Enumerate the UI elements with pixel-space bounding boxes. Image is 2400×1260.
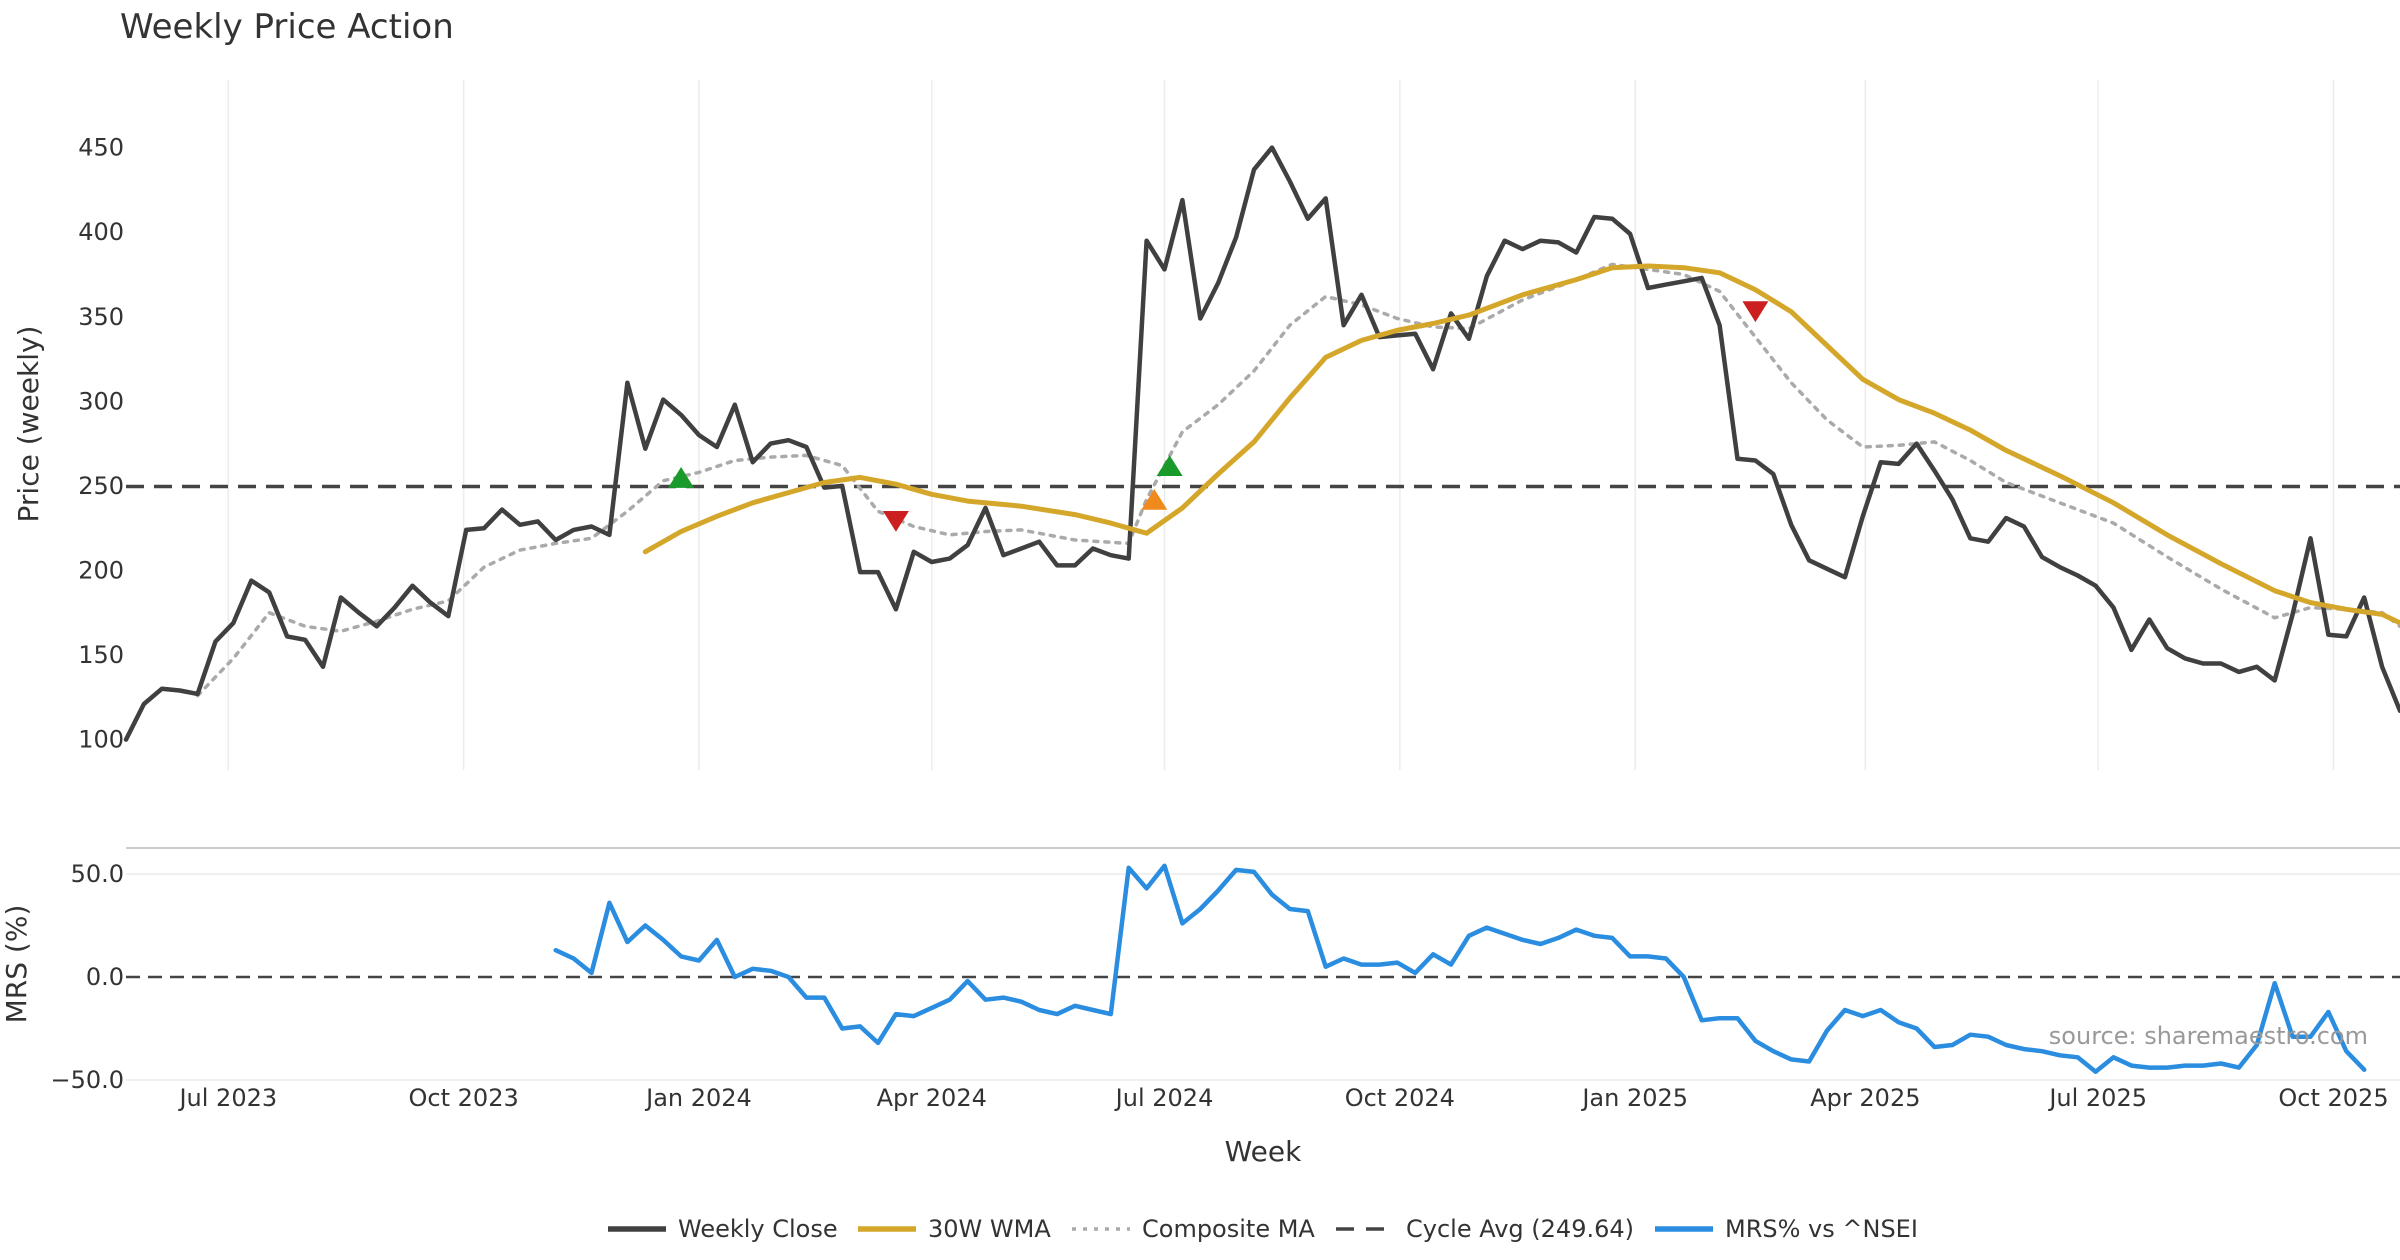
marker-buy-0 [668,467,695,488]
xtick-8: Jul 2025 [2047,1084,2147,1112]
legend-label-4: MRS% vs ^NSEI [1725,1215,1918,1243]
series-30w-wma [642,263,2400,626]
chart-title: Weekly Price Action [120,7,454,47]
x-axis-label: Week [1225,1135,1302,1168]
legend-item-2: Composite MA [1072,1215,1315,1243]
mrs-series [126,863,2400,1075]
mrs-axis-label: MRS (%) [0,905,33,1024]
mrs-y-ticks: 50.0 0.0 −50.0 [50,860,124,1094]
xtick-0: Jul 2023 [177,1084,277,1112]
marker-sell-1 [882,510,909,532]
price-ytick-450: 450 [78,134,124,162]
mrs-ytick-0: 50.0 [71,860,124,888]
price-ytick-300: 300 [78,387,124,415]
legend-item-3: Cycle Avg (249.64) [1336,1215,1634,1243]
xtick-5: Oct 2024 [1345,1084,1455,1112]
xtick-6: Jan 2025 [1580,1084,1688,1112]
legend-label-2: Composite MA [1142,1215,1315,1243]
legend: Weekly Close 30W WMA Composite MA Cycle Avg… [608,1215,1918,1243]
xtick-2: Jan 2024 [644,1084,752,1112]
xtick-7: Apr 2025 [1810,1084,1920,1112]
signal-markers [668,301,1769,532]
price-ytick-400: 400 [78,218,124,246]
xtick-3: Apr 2024 [877,1084,987,1112]
legend-item-1: 30W WMA [858,1215,1051,1243]
legend-item-0: Weekly Close [608,1215,838,1243]
price-ytick-200: 200 [78,556,124,584]
price-y-ticks: 100 150 200 250 300 350 400 450 [78,134,124,754]
legend-label-1: 30W WMA [928,1215,1051,1243]
price-ytick-350: 350 [78,303,124,331]
legend-item-4: MRS% vs ^NSEI [1655,1215,1918,1243]
marker-sell-4 [1742,301,1769,323]
series-weekly-close [123,145,2400,742]
price-series [123,145,2400,742]
mrs-horizontal-grid [126,873,2400,1081]
series-composite-ma [195,262,2400,698]
price-vertical-grid [227,80,2335,770]
legend-label-0: Weekly Close [678,1215,838,1243]
mrs-ytick-2: −50.0 [50,1066,124,1094]
x-ticks: Jul 2023 Oct 2023 Jan 2024 Apr 2024 Jul 2024… [177,1084,2388,1112]
marker-buy-3 [1156,455,1183,476]
price-ytick-100: 100 [78,726,124,754]
mrs-ytick-1: 0.0 [86,963,124,991]
marker-watch-2 [1141,489,1168,510]
price-axis-label: Price (weekly) [12,326,45,523]
xtick-9: Oct 2025 [2278,1084,2388,1112]
legend-label-3: Cycle Avg (249.64) [1406,1215,1634,1243]
xtick-1: Oct 2023 [409,1084,519,1112]
mrs-panel: 50.0 0.0 −50.0 [50,860,2400,1094]
price-panel: 100 150 200 250 300 350 400 450 [78,80,2400,770]
xtick-4: Jul 2024 [1114,1084,1214,1112]
series-mrs [553,863,2367,1075]
source-annotation: source: sharemaestro.com [2049,1022,2368,1050]
price-ytick-150: 150 [78,641,124,669]
price-ytick-250: 250 [78,472,124,500]
